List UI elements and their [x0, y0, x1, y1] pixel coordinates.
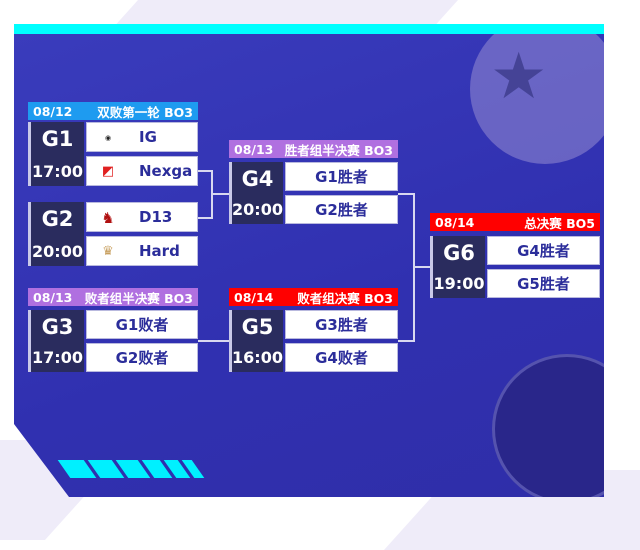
header-date: 08/13 — [33, 289, 73, 305]
lower-final-header: 08/14 败者组决赛 BO3 — [229, 288, 398, 306]
team-name: D13 — [139, 208, 173, 226]
game-id: G3 — [41, 314, 74, 339]
star-icon: ★ — [490, 40, 548, 114]
team-slot[interactable]: G4胜者 — [487, 236, 600, 265]
game-g1[interactable]: G1 17:00 — [28, 122, 84, 186]
game-time: 17:00 — [32, 161, 83, 181]
team-nexga[interactable]: ◩ Nexga — [86, 156, 198, 186]
header-date: 08/13 — [234, 141, 274, 157]
header-date: 08/14 — [435, 214, 475, 230]
grand-final-header: 08/14 总决赛 BO5 — [430, 213, 600, 231]
ct-emblem-icon — [492, 354, 604, 497]
team-slot[interactable]: G5胜者 — [487, 269, 600, 298]
game-g6[interactable]: G6 19:00 — [430, 236, 485, 298]
game-time: 20:00 — [32, 241, 83, 261]
header-title: 胜者组半决赛 BO3 — [284, 142, 393, 158]
team-name: IG — [139, 128, 157, 146]
header-title: 双败第一轮 BO3 — [97, 104, 193, 120]
top-accent-bar — [14, 24, 604, 34]
header-title: 败者组半决赛 BO3 — [84, 290, 193, 306]
team-ig[interactable]: ◉ IG — [86, 122, 198, 152]
header-title: 败者组决赛 BO3 — [297, 290, 393, 306]
connector — [413, 266, 430, 268]
game-g3[interactable]: G3 17:00 — [28, 310, 84, 372]
team-name: Hard — [139, 242, 180, 260]
team-slot[interactable]: G2败者 — [86, 343, 198, 372]
nexga-logo-icon: ◩ — [101, 164, 115, 179]
game-id: G5 — [241, 314, 274, 339]
upper-semi-header: 08/13 胜者组半决赛 BO3 — [229, 140, 398, 158]
team-slot[interactable]: G2胜者 — [285, 195, 398, 224]
d13-logo-icon: ♞ — [101, 208, 115, 227]
team-slot[interactable]: G3胜者 — [285, 310, 398, 339]
game-time: 16:00 — [232, 348, 283, 368]
round1-header: 08/12 双败第一轮 BO3 — [28, 102, 198, 120]
header-date: 08/14 — [234, 289, 274, 305]
game-g2[interactable]: G2 20:00 — [28, 202, 84, 266]
connector — [398, 193, 414, 195]
game-id: G4 — [241, 166, 274, 191]
lower-semi-header: 08/13 败者组半决赛 BO3 — [28, 288, 198, 306]
connector — [198, 217, 212, 219]
game-time: 17:00 — [32, 348, 83, 368]
hard-logo-icon: ♛ — [102, 244, 114, 259]
team-d13[interactable]: ♞ D13 — [86, 202, 198, 232]
game-id: G1 — [41, 127, 74, 152]
ig-logo-icon: ◉ — [104, 133, 112, 142]
game-id: G6 — [443, 240, 475, 265]
team-name: Nexga — [139, 162, 193, 180]
team-hard[interactable]: ♛ Hard — [86, 236, 198, 266]
game-g4[interactable]: G4 20:00 — [229, 162, 283, 224]
team-slot[interactable]: G4败者 — [285, 343, 398, 372]
connector — [198, 170, 212, 172]
connector — [398, 340, 414, 342]
game-time: 19:00 — [433, 274, 485, 294]
t-emblem-icon — [470, 24, 604, 164]
connector — [211, 193, 229, 195]
header-date: 08/12 — [33, 103, 73, 119]
team-slot[interactable]: G1败者 — [86, 310, 198, 339]
team-slot[interactable]: G1胜者 — [285, 162, 398, 191]
game-g5[interactable]: G5 16:00 — [229, 310, 283, 372]
header-title: 总决赛 BO5 — [524, 215, 595, 231]
stripes-decoration — [57, 460, 205, 478]
connector — [198, 340, 229, 342]
game-id: G2 — [41, 207, 74, 232]
game-time: 20:00 — [232, 200, 283, 220]
